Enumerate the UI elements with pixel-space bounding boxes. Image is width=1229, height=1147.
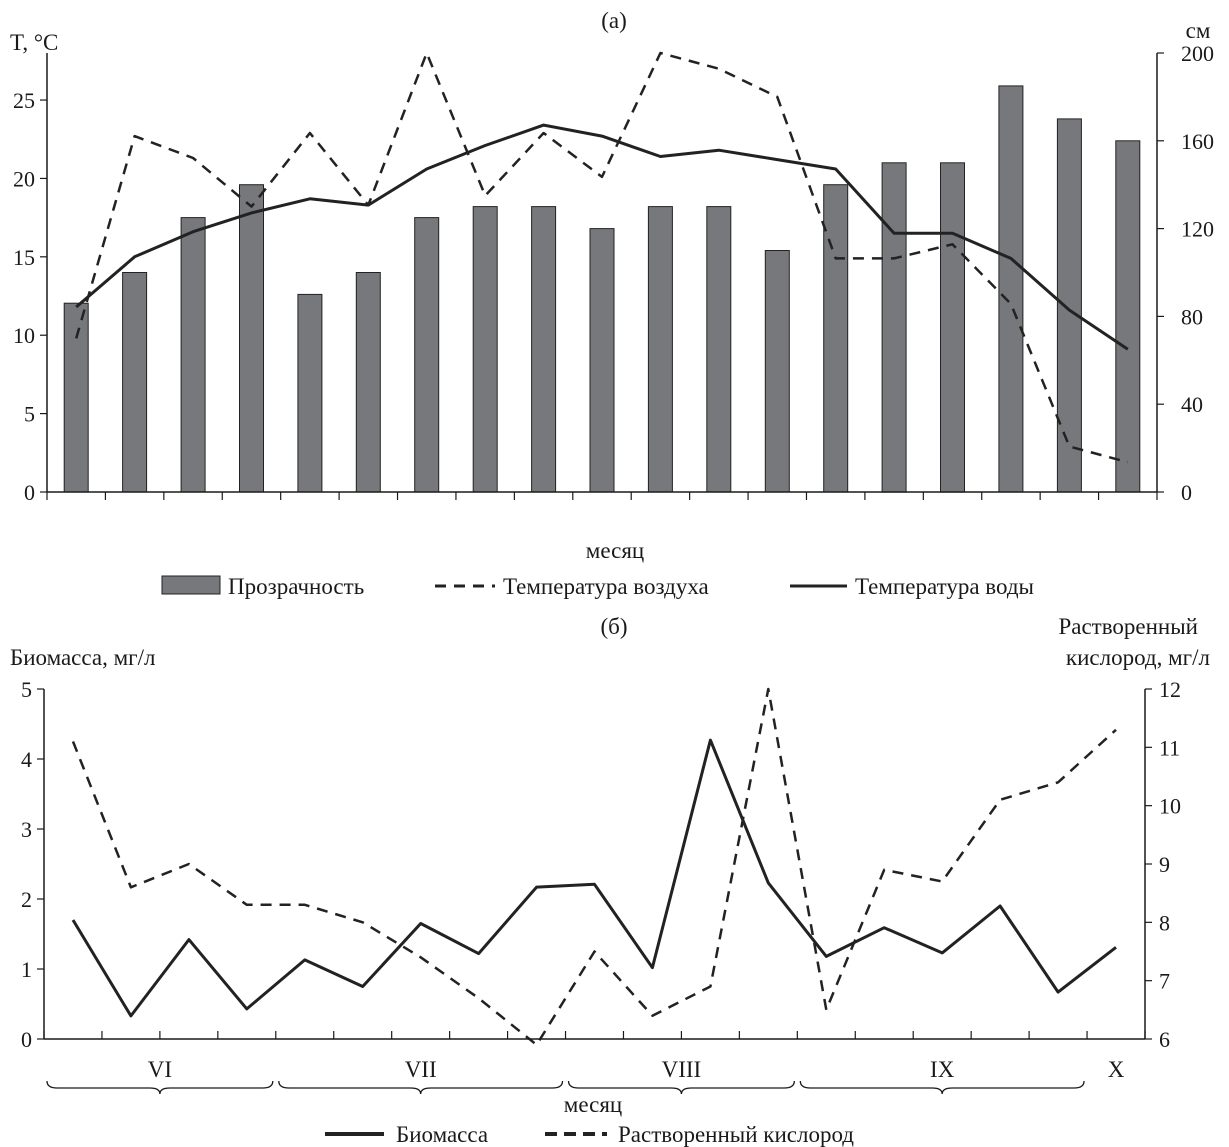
right-tick-label: 120: [1181, 217, 1214, 242]
left-tick-label: 10: [13, 323, 35, 348]
month-brace: [278, 1080, 564, 1095]
bar-transparency: [122, 272, 148, 493]
bar-transparency: [823, 184, 849, 493]
left-tick-label: 2: [21, 887, 32, 912]
bar-transparency: [297, 293, 323, 493]
month-label: VII: [405, 1057, 437, 1082]
panel-a-legend: Прозрачность Температура воздуха Темпера…: [161, 574, 1034, 599]
right-tick-label: 160: [1181, 129, 1214, 154]
panel-b: (б) Биомасса, мг/л Растворенный кислород…: [10, 614, 1210, 1147]
panel-b-left-axis-title: Биомасса, мг/л: [10, 645, 155, 670]
legend-label-dissolved-oxygen: Растворенный кислород: [618, 1122, 854, 1147]
right-tick-label: 12: [1159, 677, 1181, 702]
left-tick-label: 0: [24, 480, 35, 505]
panel-a-left-axis-title: T, °C: [10, 30, 58, 55]
panel-b-lines: [71, 687, 1117, 1047]
left-tick-label: 0: [21, 1027, 32, 1052]
left-tick-label: 20: [13, 166, 35, 191]
month-brace: [799, 1080, 1085, 1095]
line-water-temperature: [75, 123, 1129, 351]
bar-transparency: [414, 217, 440, 493]
bar-transparency: [940, 162, 965, 493]
panel-b-title: (б): [600, 614, 627, 639]
month-label: VIII: [662, 1057, 702, 1082]
bar-transparency: [1056, 118, 1082, 493]
left-tick-label: 4: [21, 747, 32, 772]
left-tick-label: 5: [21, 677, 32, 702]
bar-transparency: [589, 228, 615, 493]
bar-transparency: [706, 206, 732, 493]
legend-label-air-temperature: Температура воздуха: [503, 574, 709, 599]
bar-transparency: [998, 85, 1024, 493]
panel-b-x-axis-title: месяц: [564, 1092, 622, 1117]
bar-transparency: [63, 302, 89, 493]
bar-transparency: [355, 272, 381, 493]
right-tick-label: 200: [1181, 41, 1214, 66]
right-tick-label: 6: [1159, 1027, 1170, 1052]
month-label: IX: [930, 1057, 955, 1082]
bar-transparency: [881, 162, 907, 493]
right-tick-label: 40: [1181, 392, 1203, 417]
month-brace: [567, 1080, 795, 1095]
panel-b-right-axis-title-line2: кислород, мг/л: [1066, 645, 1210, 670]
bar-transparency: [647, 206, 673, 493]
line-air-temperature: [74, 51, 1129, 464]
right-tick-label: 7: [1159, 969, 1170, 994]
panel-b-legend: Биомасса Растворенный кислород: [325, 1122, 854, 1147]
right-tick-label: 9: [1159, 852, 1170, 877]
bar-transparency: [1115, 140, 1141, 493]
right-tick-label: 11: [1159, 735, 1180, 760]
bar-transparency: [472, 206, 498, 493]
right-tick-label: 80: [1181, 304, 1203, 329]
bar-transparency: [764, 250, 790, 493]
legend-label-biomass: Биомасса: [396, 1122, 488, 1147]
month-label: VI: [148, 1057, 172, 1082]
right-tick-label: 10: [1159, 794, 1181, 819]
right-tick-label: 8: [1159, 910, 1170, 935]
right-tick-label: 0: [1181, 480, 1192, 505]
bar-transparency: [531, 206, 557, 493]
line-dissolved-oxygen: [71, 687, 1117, 1047]
left-tick-label: 25: [13, 88, 35, 113]
left-tick-label: 5: [24, 402, 35, 427]
panel-a-lines: [74, 51, 1129, 464]
month-brace: [46, 1080, 274, 1095]
panel-a: (а) T, °C см 0 5 10 15 20 25 0 40 80 120 160 200 ме…: [10, 8, 1214, 599]
line-biomass: [71, 738, 1117, 1018]
left-tick-label: 15: [13, 245, 35, 270]
bar-transparency: [180, 217, 206, 493]
panel-b-right-axis-title-line1: Растворенный: [1058, 614, 1198, 639]
left-tick-label: 3: [21, 817, 32, 842]
panel-a-axes: 0 5 10 15 20 25 0 40 80 120 160 200: [13, 41, 1214, 505]
bar-transparency: [239, 184, 264, 493]
panel-a-bars: [63, 85, 1141, 493]
legend-label-transparency: Прозрачность: [228, 574, 364, 599]
legend-swatch-transparency: [161, 575, 221, 595]
panel-a-right-axis-title: см: [1186, 18, 1211, 43]
panel-a-x-axis-title: месяц: [586, 538, 644, 563]
left-tick-label: 1: [21, 957, 32, 982]
month-label: X: [1108, 1057, 1125, 1082]
panel-b-month-groups: VI VII VIII IX X: [46, 1057, 1125, 1095]
legend-label-water-temperature: Температура воды: [855, 574, 1034, 599]
panel-a-title: (а): [601, 8, 627, 33]
